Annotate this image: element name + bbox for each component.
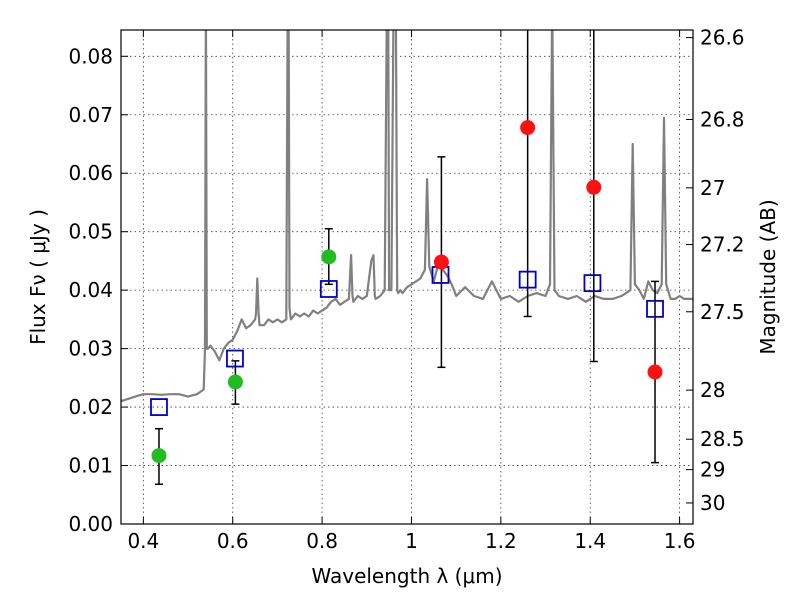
axes-ticks: 0.4 0.6 0.8 1 1.2 1.4 1.6 0.00 0.01 0.02 0.03 0.04 0… xyxy=(68,26,744,553)
observed-point xyxy=(433,254,449,270)
model-photometry-square xyxy=(226,349,244,368)
y2-tick-label: 27.5 xyxy=(700,300,745,324)
y-tick-label: 0.08 xyxy=(68,44,113,68)
y2-tick-label: 28.5 xyxy=(700,427,745,451)
y-tick-label: 0.06 xyxy=(68,161,113,185)
observed-point xyxy=(151,448,167,464)
y-tick-label: 0.07 xyxy=(68,103,113,127)
y2-tick-label: 30 xyxy=(700,491,725,515)
x-tick-label: 1.2 xyxy=(485,529,517,553)
plot-area xyxy=(121,30,693,485)
model-photometry-square xyxy=(150,398,168,416)
observed-point xyxy=(586,179,602,195)
model-photometry-square xyxy=(518,270,537,289)
y-tick-label: 0.02 xyxy=(68,395,113,419)
y-tick-label: 0.03 xyxy=(68,337,113,361)
model-photometry-square xyxy=(583,274,602,293)
y2-tick-label: 26.8 xyxy=(700,107,745,131)
y-tick-label: 0.04 xyxy=(68,278,113,302)
y2-tick-label: 27.2 xyxy=(700,233,745,257)
observed-point xyxy=(647,364,663,380)
x-tick-label: 1.6 xyxy=(664,529,696,553)
spectrum-line xyxy=(121,30,693,403)
x-tick-label: 0.8 xyxy=(306,529,338,553)
y2-tick-label: 26.6 xyxy=(700,26,745,50)
observed-point xyxy=(520,120,536,136)
y-tick-label: 0.01 xyxy=(68,454,113,478)
x-tick-label: 0.6 xyxy=(217,529,249,553)
observed-point xyxy=(227,374,243,390)
y2-tick-label: 29 xyxy=(700,458,725,482)
model-photometry-square xyxy=(319,280,338,298)
y-tick-label: 0.05 xyxy=(68,220,113,244)
x-tick-label: 1 xyxy=(405,529,418,553)
x-tick-label: 0.4 xyxy=(127,529,159,553)
x-axis-label: Wavelength λ (μm) xyxy=(311,564,502,588)
x-tick-label: 1.4 xyxy=(574,529,606,553)
y2-axis-label: Magnitude (AB) xyxy=(756,199,780,354)
observed-point xyxy=(321,249,337,265)
y-axis-label: Flux Fν ( μJy ) xyxy=(26,209,50,345)
plot-frame xyxy=(120,29,694,525)
y2-tick-label: 27 xyxy=(700,176,725,200)
y-tick-label: 0.00 xyxy=(68,512,113,536)
model-photometry-square xyxy=(646,299,664,318)
y2-tick-label: 28 xyxy=(700,378,725,402)
